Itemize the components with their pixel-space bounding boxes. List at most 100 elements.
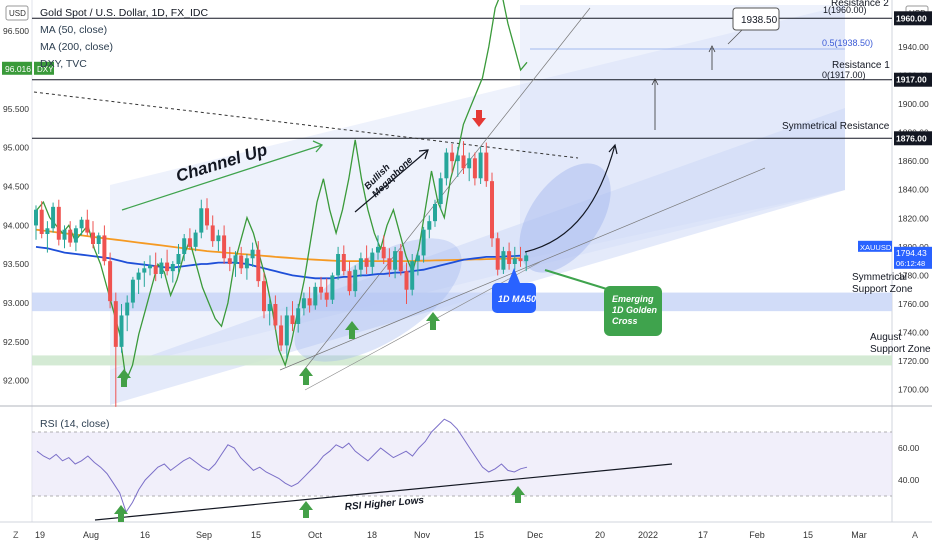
right-axis-tick-label: 1820.00 (898, 213, 929, 223)
dxy-name-text: DXY (37, 65, 54, 74)
candle-body (353, 269, 358, 292)
rsi-band (32, 432, 892, 496)
candle-body (79, 219, 84, 229)
candle-body (176, 254, 181, 264)
right-axis-tick-label: 1860.00 (898, 156, 929, 166)
dxy-name-badge (34, 61, 54, 75)
resistance1-label: Resistance 1 (832, 60, 890, 71)
candle-body (250, 249, 255, 259)
green-arrow-nov-head (426, 312, 440, 321)
candle-body (444, 152, 449, 179)
candle-body (113, 301, 118, 347)
left-axis-tick-label: 94.000 (3, 220, 29, 230)
candle-body (256, 249, 261, 282)
left-axis-tick-label: 94.500 (3, 182, 29, 192)
time-axis-label: 18 (367, 530, 377, 540)
candle-body (313, 286, 318, 306)
rsi-tick-label: 40.00 (898, 475, 920, 485)
candle-body (484, 152, 489, 182)
rsi-legend: RSI (14, close) (40, 418, 110, 430)
candle-body (187, 238, 192, 247)
left-axis-tick-label: 95.000 (3, 143, 29, 153)
candle-body (193, 232, 198, 247)
rsi-green-arrow-3-head (511, 486, 525, 495)
time-axis-label: 15 (803, 530, 813, 540)
candle-body (467, 158, 472, 169)
dxy-value-badge (2, 61, 32, 75)
channel-up-arrow (121, 144, 323, 211)
projection-curve (524, 144, 616, 253)
august-support-label: August Support Zone (870, 332, 931, 355)
candle-body (85, 219, 90, 233)
candle-body (370, 252, 375, 267)
r2-price-badge-text: 1960.00 (896, 13, 927, 23)
auto-scale-a-button[interactable]: A (912, 530, 919, 540)
candle-body (227, 258, 232, 264)
rsi-green-arrow-3-shaft (515, 495, 521, 503)
fib-1-label: 1(1960.00) (823, 5, 867, 15)
rsi-green-arrow-2-shaft (303, 510, 309, 518)
candle-body (410, 261, 415, 290)
candle-body (136, 272, 141, 280)
auto-scale-z-button[interactable]: Z (13, 530, 19, 540)
ma200-line (35, 228, 521, 262)
time-axis-label: 16 (140, 530, 150, 540)
candle-body (199, 208, 204, 233)
candle-body (205, 208, 209, 226)
red-arrow-head (472, 118, 486, 127)
candle-body (62, 229, 67, 240)
candle-body (358, 258, 363, 270)
time-axis-label: Nov (414, 530, 431, 540)
green-arrow-aug-head (117, 369, 131, 378)
candle-body (210, 225, 215, 242)
candle-body (182, 238, 187, 254)
green-arrow-oct-shaft (303, 376, 309, 385)
candle-body (421, 229, 426, 256)
rsi-green-arrow-1-shaft (118, 514, 124, 522)
ma200-legend: MA (200, close) (40, 41, 113, 53)
time-axis-label: Feb (749, 530, 765, 540)
candle-body (284, 315, 289, 346)
price-ticker-text: XAUUSD (860, 243, 892, 252)
dxy-legend: DXY, TVC (40, 58, 87, 70)
candle-body (455, 155, 460, 162)
time-axis-label: Dec (527, 530, 544, 540)
right-axis-tick-label: 1900.00 (898, 99, 929, 109)
megaphone-lower-line (279, 167, 766, 371)
symmetrical-support-zone (32, 292, 892, 312)
price-ticker-box (858, 240, 892, 252)
candle-body (336, 254, 341, 276)
target-arrowhead-2 (708, 45, 716, 53)
rsi-tick-label: 60.00 (898, 443, 920, 453)
candle-body (170, 264, 175, 272)
left-axis-tick-label: 95.500 (3, 104, 29, 114)
left-axis-tick-label: 93.000 (3, 298, 29, 308)
candle-body (364, 258, 369, 267)
green-arrow-oct-head (299, 367, 313, 376)
candle-body (324, 292, 329, 300)
candle-body (39, 209, 44, 234)
golden-cross-pointer (544, 269, 611, 291)
usd-badge-text: USD (9, 9, 26, 18)
candle-body (216, 235, 221, 242)
right-axis-tick-label: 1700.00 (898, 385, 929, 395)
candle-body (239, 255, 244, 269)
candle-body (347, 271, 352, 292)
dxy-value-text: 96.016 (5, 64, 31, 74)
time-axis-label: Sep (196, 530, 212, 540)
candle-body (91, 232, 95, 244)
sym-price-badge-box (894, 131, 932, 146)
sym-price-badge-text: 1876.00 (896, 133, 927, 143)
ma50-legend: MA (50, close) (40, 24, 108, 36)
symmetrical-resistance-label: Symmetrical Resistance (782, 121, 890, 132)
left-axis-tick-label: 92.000 (3, 376, 29, 386)
candle-body (119, 315, 124, 347)
candle-body (73, 228, 78, 243)
candle-body (34, 209, 38, 226)
golden-cross-text: Emerging 1D Golden Cross (612, 294, 658, 326)
red-arrow-shaft (476, 110, 482, 118)
candle-body (478, 152, 483, 179)
left-axis-tick-label: 93.500 (3, 259, 29, 269)
candle-body (512, 258, 517, 264)
